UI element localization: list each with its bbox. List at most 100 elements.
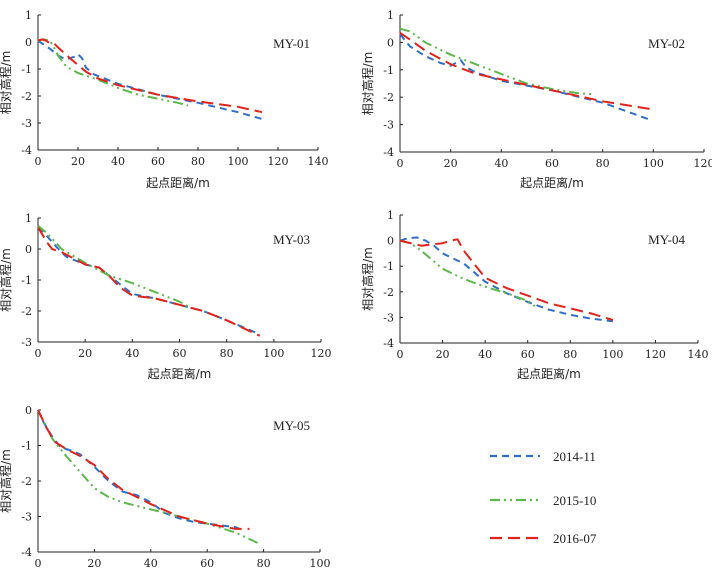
y-tick-label: -3 (21, 511, 32, 524)
series-line-2015-10 (37, 409, 259, 545)
x-tick-label: 120 (645, 348, 666, 361)
x-tick-label: 80 (596, 157, 610, 170)
y-tick-label: -4 (383, 146, 394, 159)
series-line-2014-11 (37, 409, 245, 532)
y-tick-label: -1 (383, 64, 394, 77)
x-tick-label: 80 (563, 348, 577, 361)
panel-2: 0 20 40 60 80 100 120 1 0 -1 -2 -3 -4 MY-02 相对高程/m 起点距离… (360, 9, 712, 190)
x-tick-label: 60 (521, 348, 535, 361)
y-axis-label: 相对高程/m (360, 247, 375, 311)
x-tick-label: 0 (397, 157, 404, 170)
panel-title: MY-05 (273, 418, 310, 433)
x-tick-label: 80 (220, 347, 234, 360)
series-line-2016-07 (399, 31, 654, 111)
x-axis-label: 起点距离/m (146, 175, 210, 190)
x-tick-label: 40 (111, 155, 125, 168)
x-axis-label: 起点距离/m (148, 366, 212, 381)
series-line-2015-10 (37, 38, 189, 107)
series-line-2016-07 (37, 409, 250, 530)
x-tick-label: 60 (173, 347, 187, 360)
y-tick-label: -3 (21, 117, 32, 130)
x-tick-label: 80 (191, 155, 205, 168)
series-line-2014-11 (399, 33, 649, 121)
x-tick-label: 0 (35, 347, 42, 360)
y-tick-label: -2 (21, 90, 32, 103)
x-tick-label: 60 (200, 557, 214, 569)
series-line-2016-07 (37, 38, 263, 114)
y-tick-label: -4 (21, 546, 32, 559)
x-tick-label: 120 (268, 155, 289, 168)
y-tick-label: -1 (21, 440, 32, 453)
y-axis-label: 相对高程/m (0, 449, 13, 513)
y-tick-label: -2 (21, 475, 32, 488)
y-tick-label: -4 (21, 144, 32, 157)
y-tick-label: -1 (383, 260, 394, 273)
panel-title: MY-01 (273, 36, 310, 51)
series-line-2014-11 (399, 236, 614, 323)
panel-title: MY-02 (648, 36, 685, 51)
x-tick-label: 120 (694, 157, 712, 170)
y-tick-label: 1 (387, 9, 394, 22)
y-tick-label: 0 (25, 404, 32, 417)
x-tick-label: 120 (311, 347, 332, 360)
series-line-2015-10 (37, 225, 192, 309)
x-tick-label: 20 (436, 348, 450, 361)
y-tick-label: -4 (383, 337, 394, 350)
panel-title: MY-04 (648, 232, 685, 247)
series-line-2015-10 (399, 239, 537, 308)
series-line-2015-10 (399, 27, 596, 96)
legend-label: 2014-11 (553, 449, 596, 464)
x-tick-label: 60 (151, 155, 165, 168)
x-tick-label: 20 (71, 155, 85, 168)
y-tick-label: -3 (383, 119, 394, 132)
x-tick-label: 60 (545, 157, 559, 170)
x-tick-label: 40 (125, 347, 139, 360)
x-axis-label: 起点距离/m (517, 366, 581, 381)
y-tick-label: -2 (21, 305, 32, 318)
x-tick-label: 100 (263, 347, 284, 360)
x-tick-label: 100 (643, 157, 664, 170)
x-tick-label: 20 (444, 157, 458, 170)
y-tick-label: 1 (25, 9, 32, 22)
x-tick-label: 0 (35, 155, 42, 168)
y-tick-label: -3 (21, 336, 32, 349)
x-axis-label: 起点距离/m (520, 175, 584, 190)
y-axis-label: 相对高程/m (0, 248, 13, 312)
series-line-2014-11 (37, 226, 261, 336)
y-tick-label: 0 (387, 36, 394, 49)
x-tick-label: 100 (602, 348, 623, 361)
x-tick-label: 140 (688, 348, 709, 361)
series-line-2014-11 (37, 39, 263, 120)
y-tick-label: 0 (25, 36, 32, 49)
x-tick-label: 0 (35, 557, 42, 569)
x-tick-label: 100 (310, 557, 331, 569)
panel-5: 0 20 40 60 80 100 0 -1 -2 -3 -4 MY-05 相对高程/m (0, 404, 331, 569)
x-tick-label: 80 (257, 557, 271, 569)
legend-label: 2015-10 (553, 493, 596, 508)
y-tick-label: -1 (21, 63, 32, 76)
x-tick-label: 40 (144, 557, 158, 569)
panel-3: 0 20 40 60 80 100 120 1 0 -1 -2 -3 MY-03 相对高程/m 起点距离/m (0, 212, 332, 381)
y-tick-label: 0 (387, 235, 394, 248)
series-line-2016-07 (37, 226, 261, 337)
x-tick-label: 40 (478, 348, 492, 361)
y-tick-label: 1 (387, 209, 394, 222)
y-tick-label: 0 (25, 243, 32, 256)
y-axis-label: 相对高程/m (0, 51, 13, 115)
y-tick-label: -1 (21, 274, 32, 287)
x-tick-label: 20 (87, 557, 101, 569)
legend-label: 2016-07 (553, 531, 597, 546)
series-line-2016-07 (399, 238, 614, 321)
x-tick-label: 20 (78, 347, 92, 360)
panel-title: MY-03 (273, 232, 310, 247)
y-tick-label: 1 (25, 212, 32, 225)
legend: 2014-11 2015-10 2016-07 (490, 449, 597, 546)
x-tick-label: 40 (494, 157, 508, 170)
y-tick-label: -2 (383, 91, 394, 104)
y-axis-label: 相对高程/m (360, 52, 375, 116)
x-tick-label: 100 (228, 155, 249, 168)
panel-4: 0 20 40 60 80 100 120 140 1 0 -1 -2 -3 -4 MY-04 相对高程/m 起… (360, 209, 709, 381)
x-tick-label: 140 (308, 155, 329, 168)
y-tick-label: -2 (383, 286, 394, 299)
